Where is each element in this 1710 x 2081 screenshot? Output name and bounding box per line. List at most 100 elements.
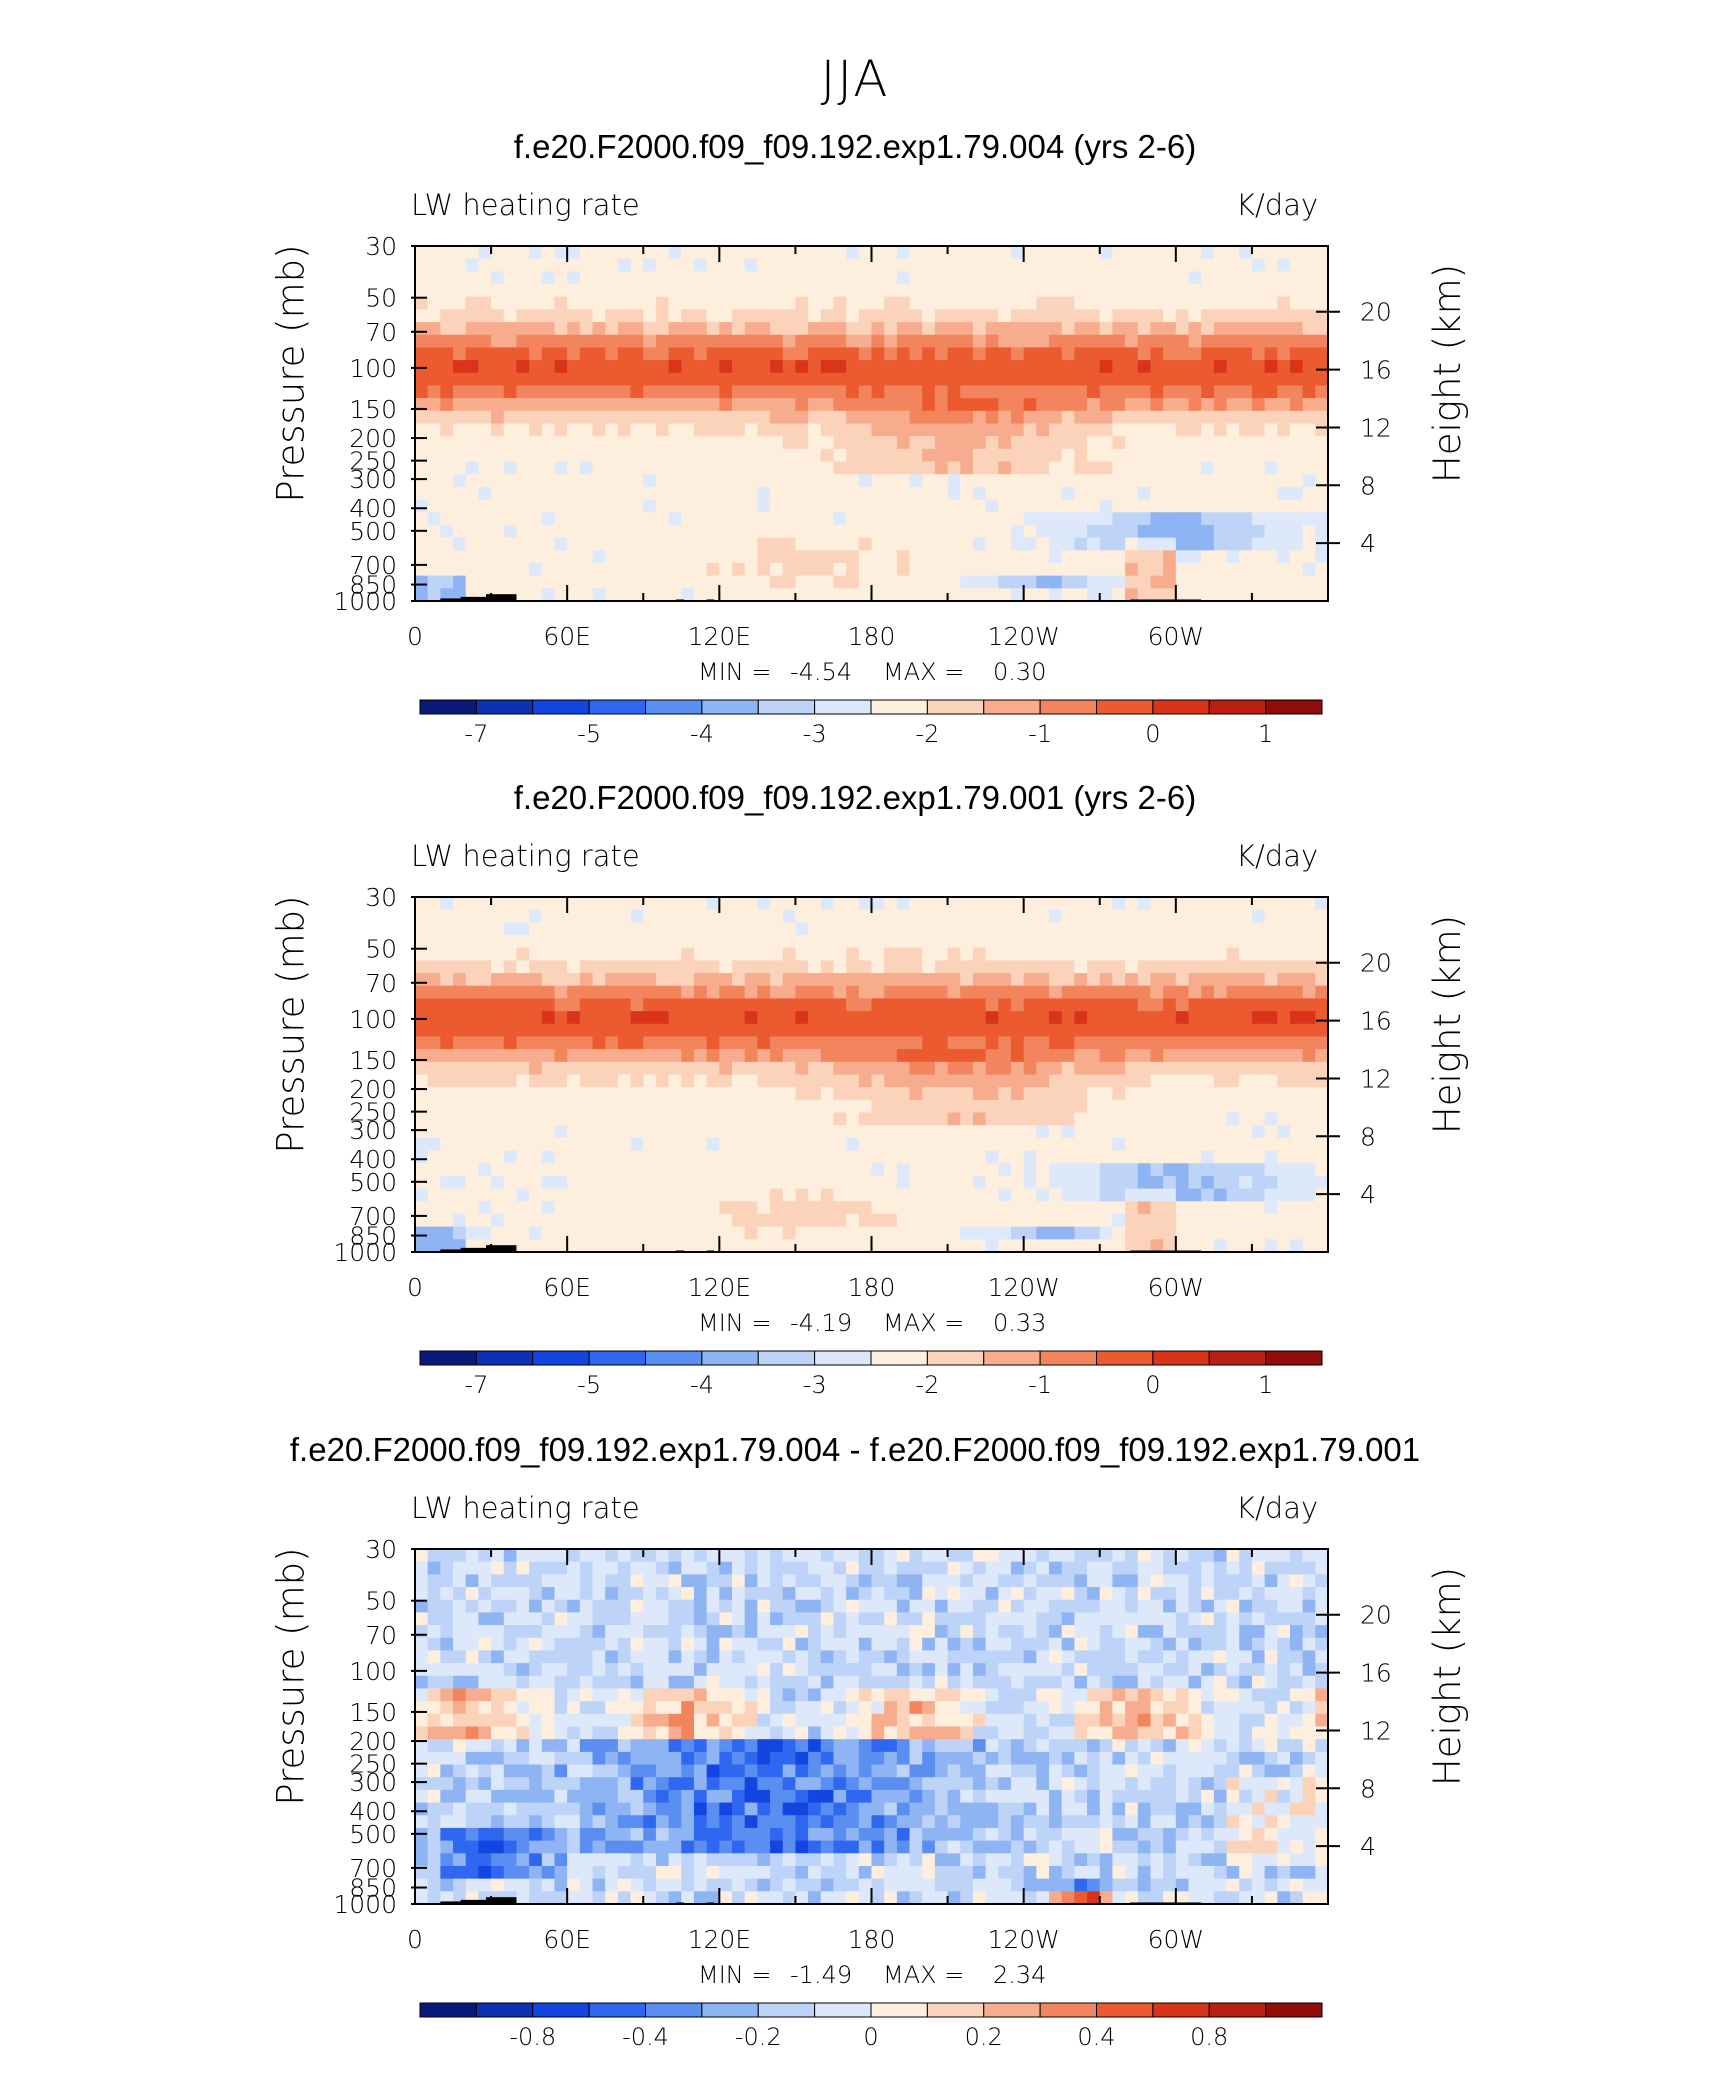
heatmap-cell [643, 1612, 656, 1625]
heatmap-cell [884, 588, 897, 601]
heatmap-cell [1036, 935, 1049, 948]
heatmap-cell [554, 948, 567, 961]
heatmap-cell [1265, 1138, 1278, 1151]
heatmap-cell [643, 424, 656, 437]
heatmap-cell [491, 1049, 504, 1062]
heatmap-cell [846, 512, 859, 525]
heatmap-cell [453, 1036, 466, 1049]
heatmap-cell [719, 588, 732, 601]
heatmap-cell [554, 487, 567, 500]
heatmap-cell [783, 259, 796, 272]
heatmap-cell [593, 1815, 606, 1828]
heatmap-cell [1125, 436, 1138, 449]
heatmap-cell [897, 1024, 910, 1037]
heatmap-cell [897, 986, 910, 999]
heatmap-cell [656, 1739, 669, 1752]
heatmap-cell [1150, 1036, 1163, 1049]
heatmap-cell [681, 500, 694, 513]
heatmap-cell [1290, 1049, 1303, 1062]
heatmap-cell [681, 1562, 694, 1575]
heatmap-cell [1315, 986, 1328, 999]
heatmap-cell [770, 246, 783, 259]
heatmap-cell [669, 525, 682, 538]
heatmap-cell [1062, 1227, 1075, 1240]
heatmap-cell [504, 1600, 517, 1613]
heatmap-cell [986, 935, 999, 948]
heatmap-cell [770, 1214, 783, 1227]
heatmap-cell [529, 935, 542, 948]
heatmap-cell [1112, 935, 1125, 948]
heatmap-cell [948, 1227, 961, 1240]
heatmap-cell [440, 398, 453, 411]
heatmap-cell [986, 1151, 999, 1164]
heatmap-cell [643, 1853, 656, 1866]
heatmap-cell [960, 347, 973, 360]
heatmap-cell [732, 1113, 745, 1126]
heatmap-cell [529, 360, 542, 373]
heatmap-cell [529, 449, 542, 462]
heatmap-cell [478, 986, 491, 999]
heatmap-cell [1125, 960, 1138, 973]
heatmap-cell [1100, 525, 1113, 538]
heatmap-cell [1049, 1176, 1062, 1189]
heatmap-cell [504, 538, 517, 551]
heatmap-cell [732, 563, 745, 576]
heatmap-cell [542, 1125, 555, 1138]
heatmap-cell [478, 948, 491, 961]
heatmap-cell [846, 297, 859, 310]
heatmap-cell [783, 1201, 796, 1214]
heatmap-cell [846, 436, 859, 449]
heatmap-cell [808, 550, 821, 563]
heatmap-cell [1100, 563, 1113, 576]
heatmap-cell [1290, 576, 1303, 589]
heatmap-cell [605, 1574, 618, 1587]
heatmap-cell [593, 1790, 606, 1803]
heatmap-cell [1265, 1113, 1278, 1126]
heatmap-cell [542, 1087, 555, 1100]
heatmap-cell [1252, 1201, 1265, 1214]
heatmap-cell [1011, 588, 1024, 601]
heatmap-cell [1036, 322, 1049, 335]
heatmap-cell [1214, 998, 1227, 1011]
heatmap-cell [1227, 1125, 1240, 1138]
heatmap-cell [529, 1714, 542, 1727]
heatmap-cell [1100, 576, 1113, 589]
heatmap-cell [948, 948, 961, 961]
heatmap-cell [1049, 1100, 1062, 1113]
heatmap-cell [440, 436, 453, 449]
heatmap-cell [529, 948, 542, 961]
heatmap-cell [1100, 474, 1113, 487]
heatmap-cell [719, 1024, 732, 1037]
heatmap-cell [795, 948, 808, 961]
heatmap-cell [428, 1841, 441, 1854]
heatmap-cell [669, 271, 682, 284]
heatmap-cell [998, 398, 1011, 411]
heatmap-cell [859, 500, 872, 513]
heatmap-cell [542, 1189, 555, 1202]
heatmap-cell [872, 322, 885, 335]
heatmap-cell [707, 1612, 720, 1625]
heatmap-cell [1201, 1075, 1214, 1088]
heatmap-cell [1087, 284, 1100, 297]
heatmap-cell [516, 1075, 529, 1088]
heatmap-cell [491, 1075, 504, 1088]
heatmap-cell [567, 398, 580, 411]
heatmap-cell [1189, 1113, 1202, 1126]
heatmap-cell [1049, 1214, 1062, 1227]
heatmap-cell [491, 487, 504, 500]
heatmap-cell [707, 1151, 720, 1164]
heatmap-cell [516, 1214, 529, 1227]
heatmap-cell [1125, 246, 1138, 259]
heatmap-cell [1303, 1024, 1316, 1037]
heatmap-cell [643, 385, 656, 398]
heatmap-cell [1163, 462, 1176, 475]
heatmap-cell [935, 385, 948, 398]
heatmap-cell [770, 935, 783, 948]
heatmap-cell [1074, 525, 1087, 538]
heatmap-cell [618, 538, 631, 551]
heatmap-cell [1201, 986, 1214, 999]
heatmap-cell [922, 897, 935, 910]
heatmap-cell [795, 588, 808, 601]
heatmap-cell [453, 512, 466, 525]
heatmap-cell [1138, 436, 1151, 449]
